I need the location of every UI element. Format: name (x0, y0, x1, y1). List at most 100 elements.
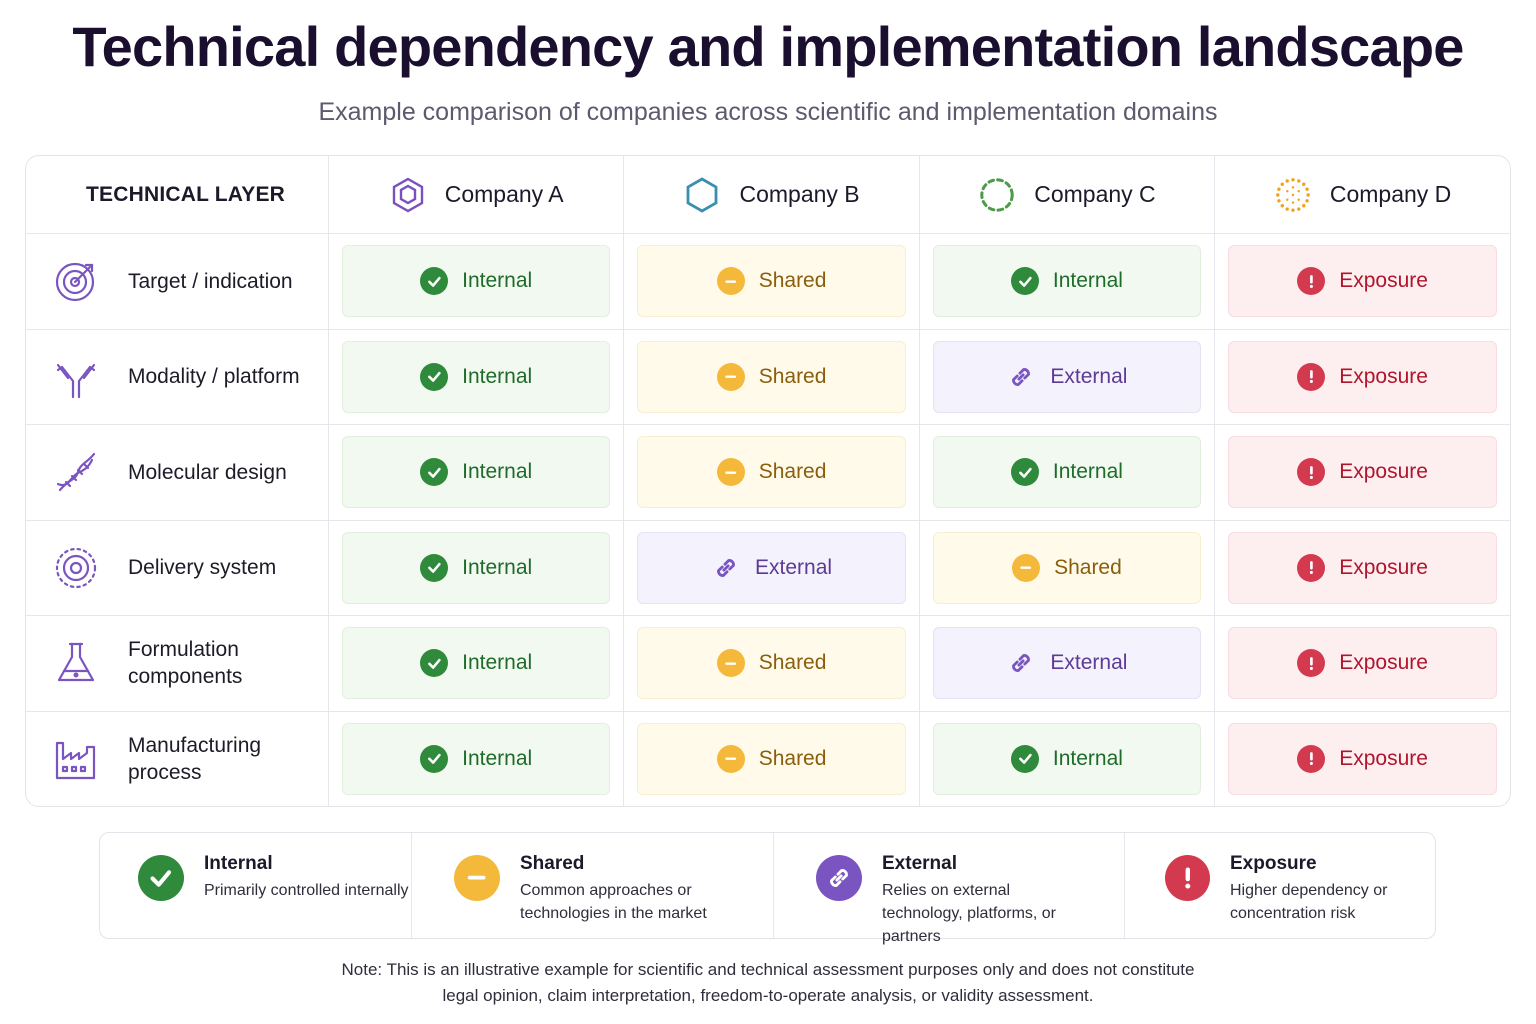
legend-item-external: External Relies on external technology, … (774, 833, 1125, 945)
status-cell: Exposure (1214, 424, 1510, 521)
status-badge: Exposure (1228, 531, 1497, 604)
status-cell: Internal (328, 424, 625, 521)
company-name: Company C (1034, 181, 1156, 207)
status-cell: Exposure (1214, 520, 1510, 616)
status-badge: Shared (637, 436, 906, 509)
check-circle-icon (420, 267, 449, 296)
status-cell: Internal (328, 329, 625, 425)
alert-circle-icon (1297, 744, 1326, 773)
status-label: Shared (758, 746, 827, 770)
status-label: External (1050, 364, 1128, 388)
legend-description: Higher dependency or concentration risk (1230, 882, 1388, 922)
status-cell: Internal (919, 233, 1216, 330)
status-cell: Internal (919, 711, 1216, 806)
status-label: Exposure (1339, 651, 1428, 675)
status-cell: Shared (623, 233, 920, 330)
layer-label: Manufacturing process (128, 733, 262, 784)
target-icon (54, 259, 98, 303)
status-badge: Exposure (1228, 722, 1497, 795)
company-header: Company D (1215, 176, 1510, 214)
status-label: Internal (462, 746, 533, 770)
status-cell: External (919, 329, 1216, 425)
company-column-header: Company D (1214, 156, 1510, 234)
minus-circle-icon (1012, 553, 1041, 582)
status-badge: Exposure (1228, 245, 1497, 318)
legend-description: Primarily controlled internally (204, 882, 409, 899)
status-badge: Exposure (1228, 340, 1497, 413)
check-circle-icon (420, 553, 449, 582)
nanoparticle-icon (54, 546, 98, 590)
table-row: Modality / platform Internal Shared Exte… (26, 329, 1510, 425)
hexagon-cube-icon (389, 176, 427, 214)
check-circle-icon (1010, 744, 1039, 773)
dotted-circle-icon (1274, 176, 1312, 214)
alert-circle-icon (1165, 855, 1210, 901)
check-circle-icon (1010, 267, 1039, 296)
disclaimer-note: Note: This is an illustrative example fo… (0, 957, 1536, 1009)
status-badge: Shared (637, 627, 906, 700)
table-row: Target / indication Internal Shared Inte… (26, 233, 1510, 330)
status-label: External (1050, 651, 1128, 675)
layer-cell: Modality / platform (26, 329, 329, 425)
status-label: Exposure (1339, 364, 1428, 388)
alert-circle-icon (1297, 553, 1326, 582)
legend-title: Internal (204, 853, 273, 874)
layer-label: Formulation components (128, 638, 243, 689)
status-label: Shared (758, 364, 827, 388)
link-icon (1006, 362, 1036, 392)
status-cell: External (623, 520, 920, 616)
company-name: Company A (444, 181, 564, 207)
check-circle-icon (420, 362, 449, 391)
table-row: Molecular design Internal Shared Interna… (26, 424, 1510, 521)
status-badge: Exposure (1228, 436, 1497, 509)
status-badge: Internal (342, 245, 611, 318)
legend-item-exposure: Exposure Higher dependency or concentrat… (1125, 833, 1435, 938)
legend-title: Shared (520, 853, 585, 874)
antibody-icon (54, 355, 98, 399)
layer-cell: Delivery system (26, 520, 329, 616)
company-name: Company B (739, 181, 860, 207)
page-title: Technical dependency and implementation … (72, 15, 1464, 78)
link-icon (1006, 648, 1036, 678)
status-cell: Internal (328, 711, 625, 806)
status-cell: External (919, 615, 1216, 712)
status-label: External (755, 555, 833, 579)
factory-icon (54, 737, 98, 781)
status-label: Shared (758, 651, 827, 675)
legend-description: Relies on external technology, platforms… (882, 882, 1057, 945)
table-row: Delivery system Internal External Shared… (26, 520, 1510, 616)
status-label: Shared (758, 460, 827, 484)
status-label: Shared (758, 269, 827, 293)
status-cell: Exposure (1214, 329, 1510, 425)
table-row: Manufacturing process Internal Shared In… (26, 711, 1510, 806)
legend-item-shared: Shared Common approaches or technologies… (412, 833, 774, 938)
status-label: Internal (1052, 746, 1123, 770)
alert-circle-icon (1297, 649, 1326, 678)
link-icon (711, 553, 741, 583)
layer-cell: Formulation components (26, 615, 329, 712)
status-label: Shared (1054, 555, 1122, 579)
status-badge: Shared (637, 340, 906, 413)
status-cell: Internal (919, 424, 1216, 521)
minus-circle-icon (454, 855, 500, 901)
layer-label: Delivery system (128, 556, 277, 580)
table-header-row: TECHNICAL LAYER Company A Company B Comp… (26, 156, 1510, 234)
status-label: Internal (462, 460, 533, 484)
status-badge: Shared (637, 245, 906, 318)
check-circle-icon (420, 744, 449, 773)
layer-label: Target / indication (128, 269, 293, 293)
alert-circle-icon (1297, 458, 1326, 487)
status-cell: Internal (328, 520, 625, 616)
status-badge: Internal (932, 722, 1202, 795)
company-header: Company B (624, 176, 918, 214)
flask-icon (54, 641, 98, 685)
company-column-header: Company C (919, 156, 1216, 234)
status-label: Exposure (1339, 269, 1428, 293)
minus-circle-icon (716, 744, 745, 773)
page-subtitle: Example comparison of companies across s… (318, 98, 1218, 126)
status-cell: Shared (623, 329, 920, 425)
legend-item-internal: Internal Primarily controlled internally (100, 833, 412, 938)
alert-circle-icon (1297, 267, 1326, 296)
status-label: Internal (462, 364, 533, 388)
alert-circle-icon (1297, 362, 1326, 391)
